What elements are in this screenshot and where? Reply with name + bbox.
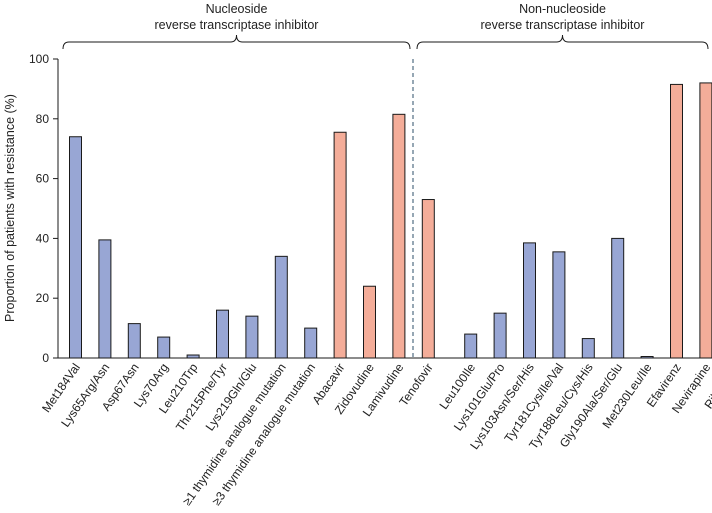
bar-tyr181cys-ile-val	[552, 251, 566, 359]
bar-nevirapine	[699, 82, 712, 359]
y-tick-label: 60	[36, 172, 50, 186]
y-tick-label: 20	[36, 291, 50, 305]
bar-thr215phe-tyr	[216, 309, 229, 359]
bar-leu100ile	[464, 333, 478, 359]
group-subtitle: reverse transcriptase inhibitor	[481, 18, 645, 32]
bar-abacavir	[333, 131, 347, 359]
x-axis-labels: Met184ValLys65Arg/AsnAsp67AsnLys70ArgLeu…	[39, 360, 712, 508]
group-braces: Nucleoside reverse transcriptase inhibito…	[62, 2, 709, 50]
y-tick-label: 0	[42, 351, 49, 365]
y-axis-ticks: 0 20 40 60 80 100	[29, 52, 58, 365]
bar-lys65arg-asn	[98, 239, 112, 359]
bar--3-thymidine-analogue-mutation	[304, 327, 318, 359]
bar--1-thymidine-analogue-mutation	[274, 255, 288, 359]
bar-lamivudine	[392, 113, 406, 359]
y-tick-label: 100	[29, 52, 49, 66]
group-title: Nucleoside	[206, 2, 268, 16]
bar-leu210trp	[186, 354, 200, 359]
bar-asp67asn	[127, 323, 141, 359]
bar-tenofovir	[421, 199, 435, 359]
group-brace	[62, 34, 411, 50]
bar-lys70arg	[157, 336, 171, 359]
bar-efavirenz	[670, 83, 683, 359]
bar-met230leu-ile	[640, 356, 654, 359]
bar-tyr188leu-cys-his	[581, 338, 595, 359]
bar-gly190ala-ser-glu	[611, 237, 625, 359]
bar-lys103asn-ser-his	[523, 242, 536, 359]
y-tick-label: 80	[36, 112, 50, 126]
y-axis-title: Proportion of patients with resistance (…	[3, 94, 17, 322]
bars	[69, 82, 712, 359]
bar-lys101glu-pro	[493, 312, 507, 359]
group-subtitle: reverse transcriptase inhibitor	[155, 18, 319, 32]
bar-zidovudine	[363, 285, 376, 359]
bar-met184val	[69, 136, 82, 359]
group-title: Non-nucleoside	[519, 2, 606, 16]
group-brace	[416, 34, 709, 50]
y-tick-label: 40	[36, 231, 50, 245]
bar-lys219gln-glu	[245, 315, 259, 359]
